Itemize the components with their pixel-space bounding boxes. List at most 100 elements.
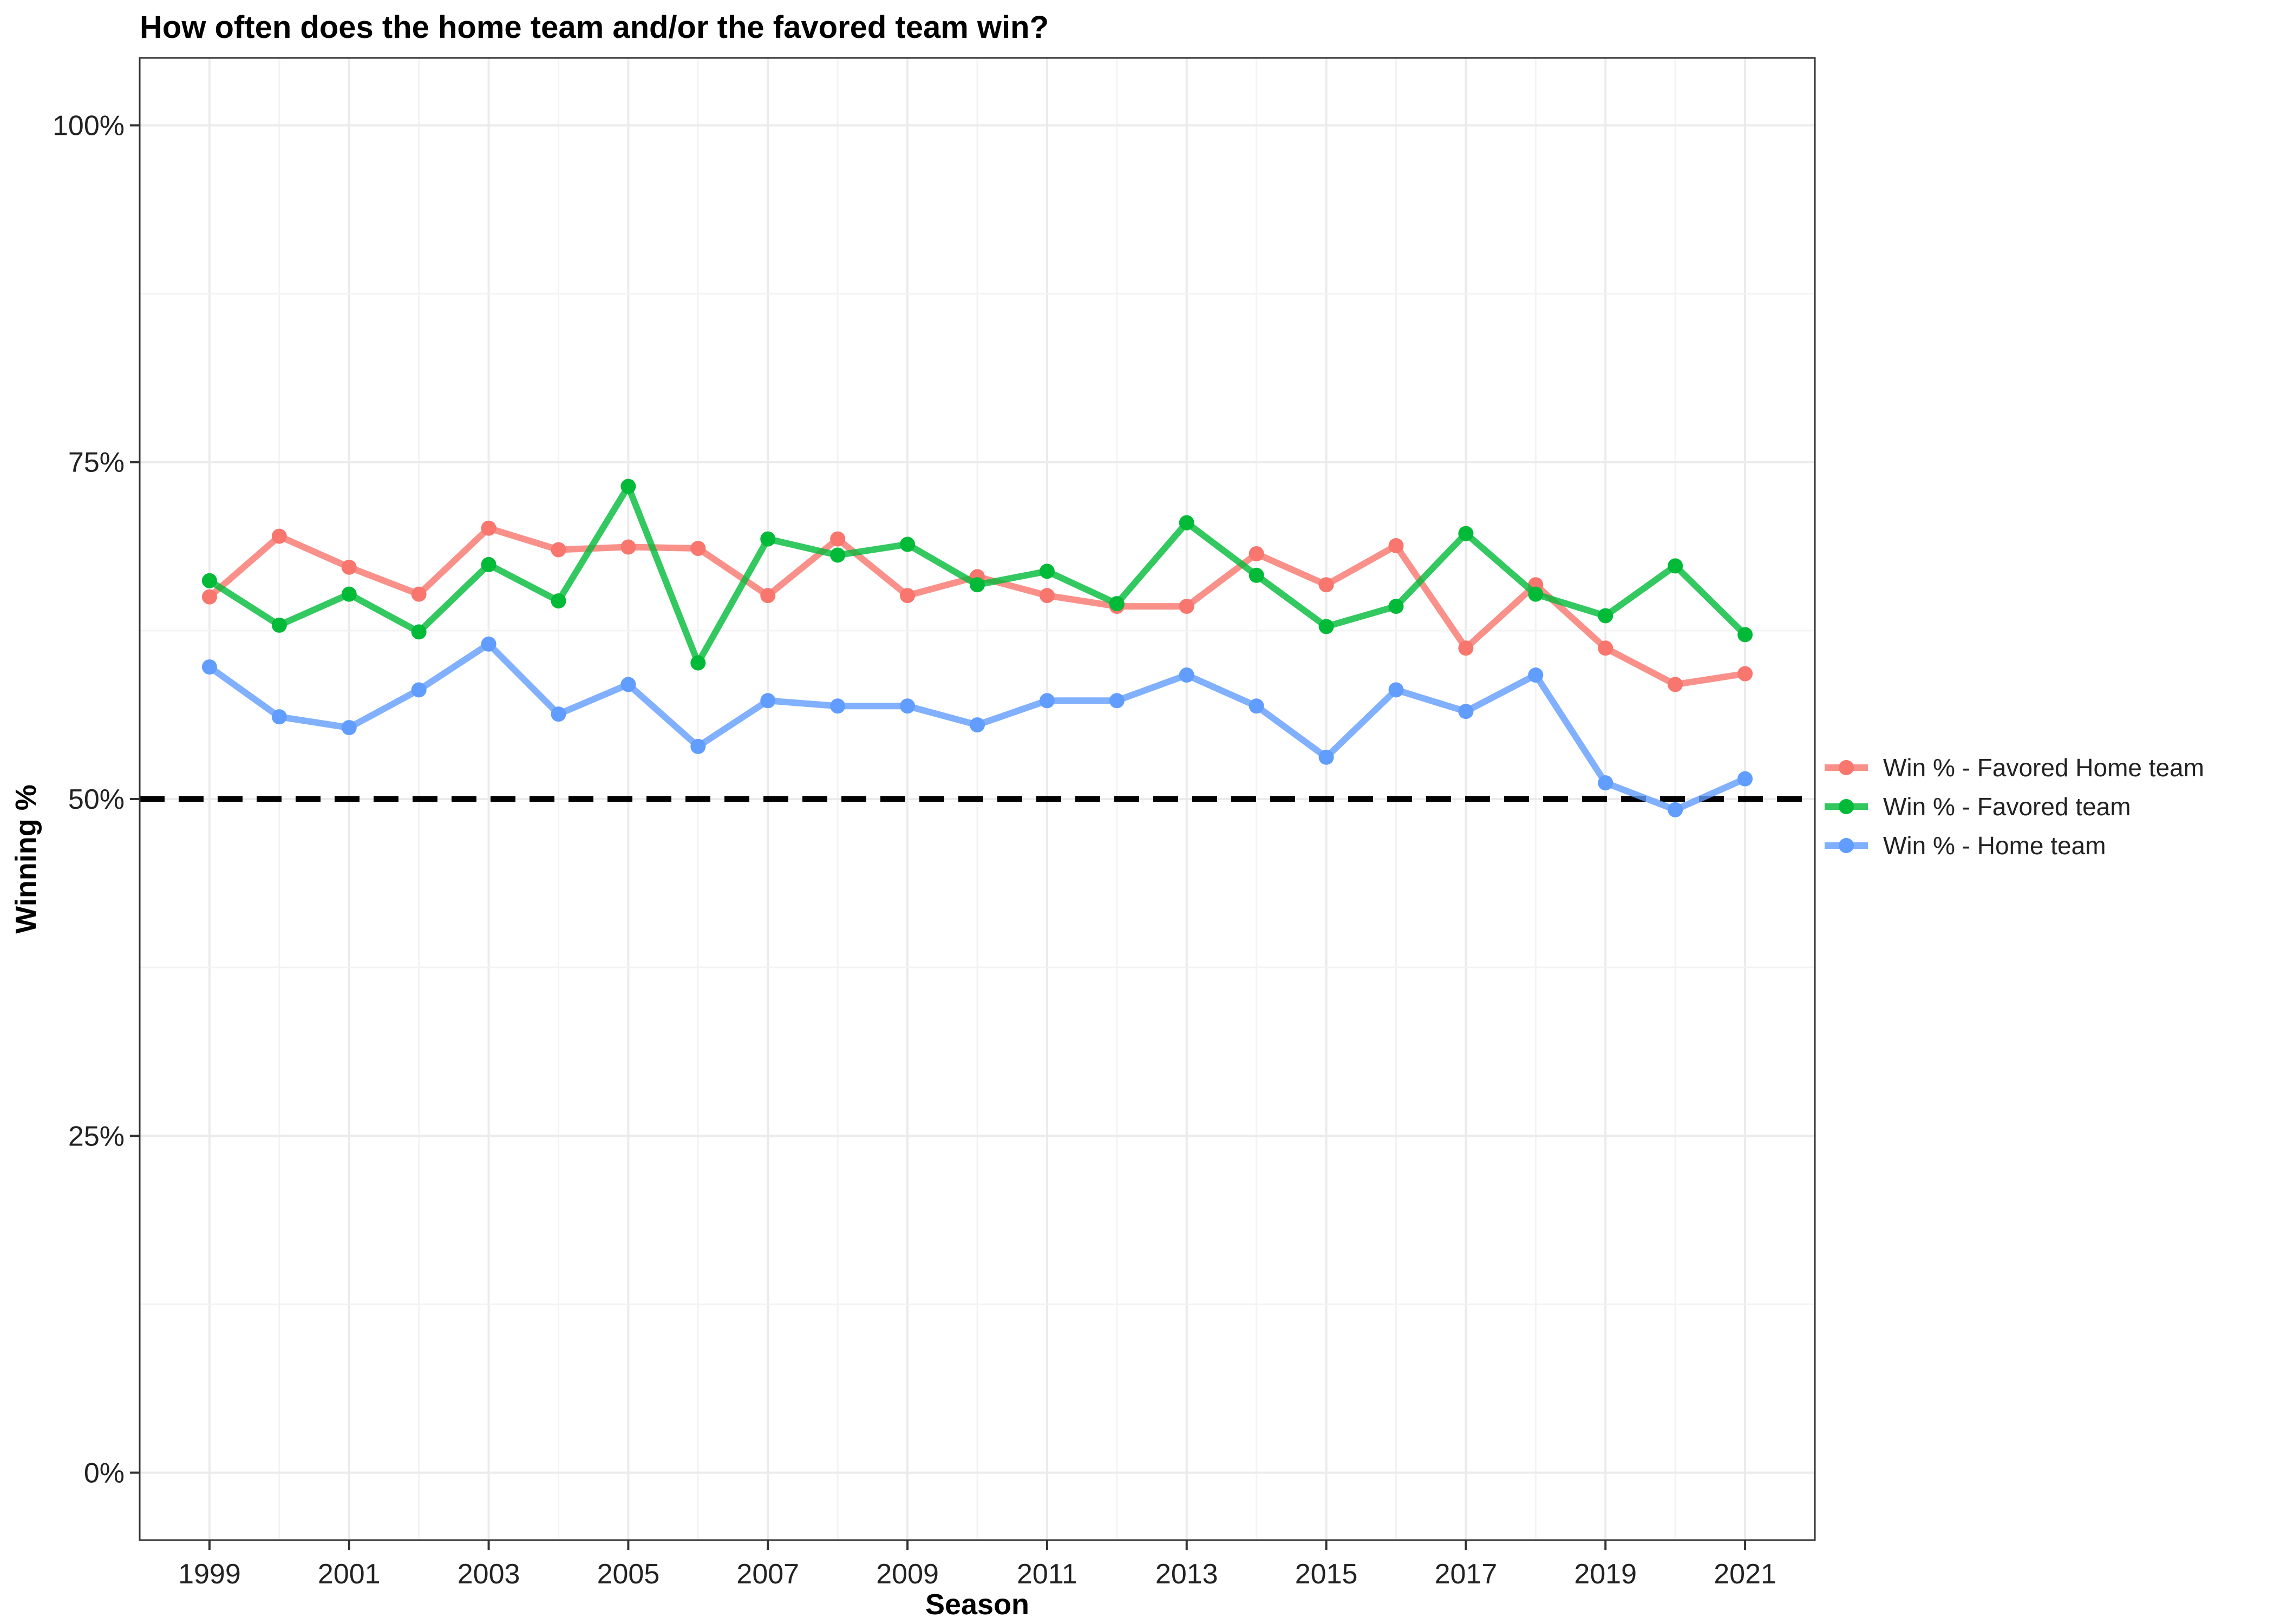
series-1 — [201, 520, 1753, 692]
data-point — [411, 682, 427, 698]
series-3 — [201, 636, 1753, 817]
data-point — [1528, 667, 1544, 683]
series-layer — [201, 479, 1753, 817]
x-tick-label: 2007 — [736, 1558, 799, 1590]
data-point — [1039, 564, 1055, 579]
x-tick-label: 2001 — [318, 1558, 381, 1590]
data-point — [201, 573, 217, 588]
data-point — [481, 636, 496, 652]
legend: Win % - Favored Home team Win % - Favored… — [1825, 754, 2204, 860]
data-point — [690, 655, 706, 671]
y-tick-label: 25% — [68, 1121, 125, 1152]
data-point — [1388, 599, 1404, 614]
data-point — [1109, 596, 1125, 612]
legend-item: Win % - Home team — [1825, 831, 2106, 860]
data-point — [481, 520, 496, 536]
data-point — [1458, 640, 1474, 656]
data-point — [1109, 693, 1125, 709]
data-point — [1039, 588, 1055, 604]
data-point — [1249, 567, 1264, 583]
data-point — [341, 720, 357, 736]
data-point — [900, 536, 916, 552]
y-tick-label: 75% — [68, 447, 125, 479]
data-point — [1318, 619, 1334, 634]
data-point — [271, 617, 287, 633]
data-point — [830, 531, 846, 547]
data-point — [1318, 749, 1334, 765]
legend-key-point — [1839, 760, 1854, 775]
data-point — [1458, 526, 1474, 541]
data-point — [1737, 627, 1753, 643]
x-tick-label: 2019 — [1574, 1558, 1637, 1590]
data-point — [1179, 515, 1194, 531]
data-point — [341, 586, 357, 602]
data-point — [341, 559, 357, 575]
data-point — [760, 531, 776, 547]
x-tick-label: 2009 — [876, 1558, 939, 1590]
data-point — [1668, 558, 1683, 574]
x-tick-label: 2011 — [1017, 1558, 1077, 1590]
data-point — [201, 589, 217, 605]
x-tick-label: 2005 — [597, 1558, 660, 1590]
x-tick-label: 2017 — [1435, 1558, 1498, 1590]
data-point — [271, 528, 287, 544]
data-point — [900, 588, 916, 604]
data-point — [481, 556, 496, 572]
x-tick-label: 1999 — [178, 1558, 241, 1590]
y-tick-label: 0% — [84, 1458, 125, 1489]
data-point — [1737, 771, 1753, 787]
data-point — [1668, 677, 1683, 692]
data-point — [760, 588, 776, 604]
data-point — [830, 547, 846, 563]
data-point — [620, 479, 636, 494]
legend-item: Win % - Favored team — [1825, 793, 2131, 821]
data-point — [760, 693, 776, 709]
y-axis-title: Winning % — [10, 784, 42, 933]
data-point — [1458, 704, 1474, 719]
data-point — [1388, 682, 1404, 698]
data-point — [1179, 599, 1194, 614]
x-tick-label: 2021 — [1714, 1558, 1776, 1590]
data-point — [690, 541, 706, 556]
data-point — [1388, 538, 1404, 554]
y-tick-label: 50% — [68, 784, 125, 815]
x-tick-label: 2015 — [1295, 1558, 1358, 1590]
data-point — [1528, 586, 1544, 602]
data-point — [551, 542, 566, 558]
legend-label: Win % - Home team — [1883, 831, 2106, 860]
data-point — [201, 659, 217, 675]
legend-label: Win % - Favored team — [1883, 793, 2131, 821]
y-tick-label: 100% — [53, 110, 125, 141]
x-tick-label: 2013 — [1155, 1558, 1218, 1590]
data-point — [1598, 775, 1613, 791]
data-point — [900, 698, 916, 714]
data-point — [1318, 577, 1334, 593]
data-point — [690, 738, 706, 754]
data-point — [1249, 698, 1264, 714]
data-point — [1598, 640, 1613, 656]
data-point — [620, 539, 636, 555]
legend-key-point — [1839, 799, 1854, 814]
data-point — [411, 586, 427, 602]
data-point — [830, 698, 846, 714]
x-axis-title: Season — [925, 1588, 1029, 1621]
data-point — [551, 593, 566, 609]
series-2 — [201, 479, 1753, 671]
data-point — [1737, 666, 1753, 682]
data-point — [970, 717, 985, 733]
legend-item: Win % - Favored Home team — [1825, 754, 2204, 782]
data-point — [271, 709, 287, 725]
data-point — [1668, 802, 1683, 817]
x-tick-label: 2003 — [458, 1558, 520, 1590]
data-point — [1598, 608, 1613, 624]
legend-label: Win % - Favored Home team — [1883, 754, 2204, 782]
data-point — [551, 706, 566, 722]
axes: 1999 2001 2003 2005 2007 2009 2011 2013 2015 2017… — [53, 110, 1776, 1590]
data-point — [1039, 693, 1055, 709]
data-point — [1249, 546, 1264, 561]
chart-title: How often does the home team and/or the … — [140, 10, 1049, 45]
data-point — [970, 577, 985, 593]
data-point — [620, 677, 636, 692]
data-point — [411, 624, 427, 640]
